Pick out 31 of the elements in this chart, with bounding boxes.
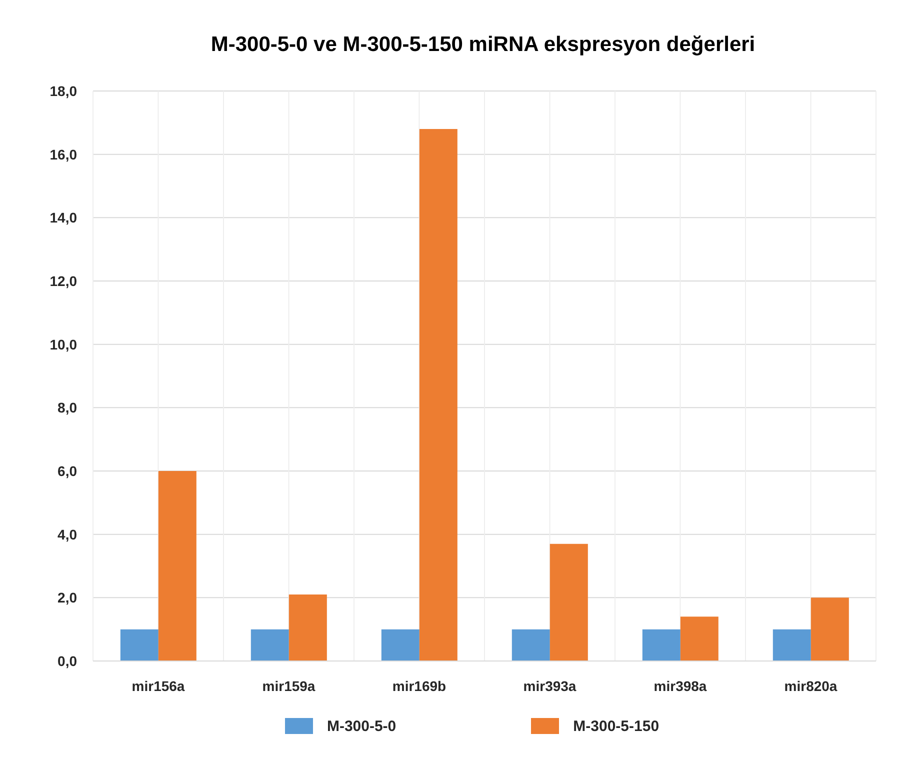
y-tick-label: 4,0 <box>58 526 78 542</box>
x-tick-label: mir398a <box>654 678 707 694</box>
y-tick-label: 14,0 <box>50 210 78 226</box>
bar <box>512 629 550 661</box>
y-tick-label: 6,0 <box>58 462 78 479</box>
y-tick-label: 10,0 <box>50 336 78 352</box>
x-tick-label: mir820a <box>784 678 838 694</box>
bar <box>772 629 811 661</box>
bar <box>120 629 158 661</box>
x-tick-label: mir169b <box>392 678 446 694</box>
chart-title: M-300-5-0 ve M-300-5-150 miRNA ekspresyon değerleri <box>210 32 756 56</box>
legend-label: M-300-5-150 <box>573 718 660 734</box>
bar <box>381 629 420 661</box>
y-tick-label: 2,0 <box>58 590 78 606</box>
x-tick-label: mir156a <box>132 678 185 694</box>
y-tick-label: 0,0 <box>58 652 78 669</box>
bar <box>288 594 327 661</box>
y-tick-label: 18,0 <box>50 82 78 99</box>
bar <box>550 544 588 661</box>
bar <box>810 598 849 661</box>
legend-label: M-300-5-0 <box>326 718 396 734</box>
x-tick-label: mir393a <box>523 678 576 694</box>
bar <box>680 616 718 661</box>
y-tick-label: 12,0 <box>50 272 78 289</box>
bar <box>642 629 680 661</box>
bar <box>419 129 458 661</box>
bar <box>250 629 289 661</box>
x-tick-label: mir159a <box>262 678 316 694</box>
y-tick-label: 16,0 <box>50 146 78 162</box>
y-tick-label: 8,0 <box>58 400 78 416</box>
bar <box>158 471 196 661</box>
